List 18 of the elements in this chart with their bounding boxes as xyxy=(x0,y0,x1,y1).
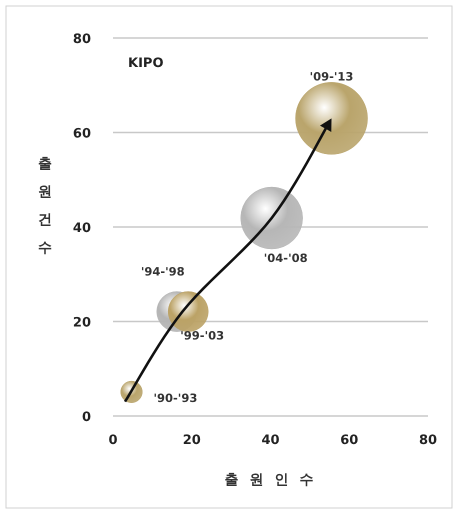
x-tick-label: 80 xyxy=(418,433,438,448)
data-label: '99-'03 xyxy=(180,328,224,343)
annotation: KIPO xyxy=(128,56,164,71)
y-tick-label: 0 xyxy=(82,410,91,425)
data-label: '04-'08 xyxy=(264,251,308,266)
x-tick-label: 20 xyxy=(182,433,201,448)
y-tick-label: 20 xyxy=(72,316,91,330)
x-axis-title: 출 원 인 수 xyxy=(224,472,316,488)
data-label: '09-'13 xyxy=(310,69,354,84)
y-axis-title: 출원건수 xyxy=(38,156,52,256)
data-label: '94-'98 xyxy=(140,264,185,279)
data-label: '90-'93 xyxy=(154,390,198,405)
y-tick-label: 40 xyxy=(72,221,91,236)
y-tick-label: 80 xyxy=(72,32,91,47)
x-tick-label: 0 xyxy=(108,433,118,448)
y-tick-label: 60 xyxy=(72,126,91,142)
x-tick-label: 40 xyxy=(261,433,280,448)
x-tick-label: 60 xyxy=(340,433,358,448)
